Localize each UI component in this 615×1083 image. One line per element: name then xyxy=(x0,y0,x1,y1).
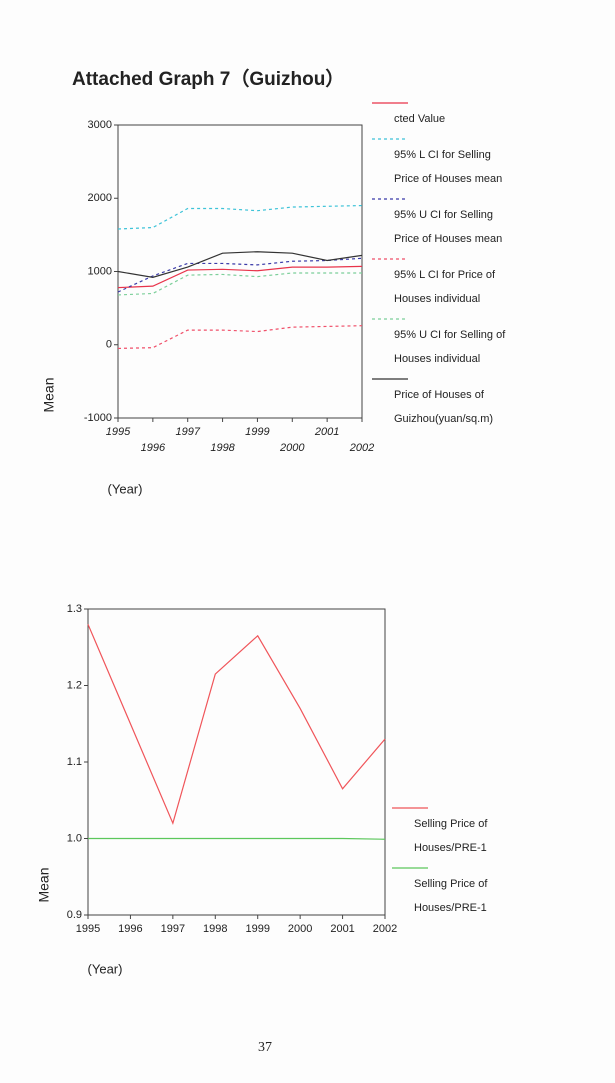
x-tick-label: 1999 xyxy=(245,923,269,935)
x-tick-label: 2001 xyxy=(314,426,339,438)
y-tick-label: 0 xyxy=(106,339,112,351)
x-tick-label: 1995 xyxy=(76,923,100,935)
page-number: 37 xyxy=(258,1040,272,1055)
legend-label: 95% L CI for Selling Price of Houses mea… xyxy=(394,149,503,185)
legend-label: 95% U CI for Selling Price of Houses mea… xyxy=(394,209,503,245)
legend-swatch xyxy=(372,318,408,320)
y-tick-label: 2000 xyxy=(88,192,112,204)
x-tick-label: 2000 xyxy=(288,923,312,935)
legend-item: Price of Houses of Guizhou(yuan/sq.m) xyxy=(372,375,507,431)
series-line xyxy=(88,837,386,840)
y-tick-label: -1000 xyxy=(84,412,112,424)
x-tick-label: 2001 xyxy=(330,923,354,935)
y-tick-label: 3000 xyxy=(88,119,112,131)
y-tick-label: 1.0 xyxy=(67,832,82,844)
series-line xyxy=(117,251,363,278)
legend-label: Selling Price of Houses/PRE-1 xyxy=(414,818,488,854)
series-line xyxy=(117,204,363,230)
legend-label: Selling Price of Houses/PRE-1 xyxy=(414,878,488,914)
x-tick-label: 1997 xyxy=(175,426,200,438)
legend-label: 95% L CI for Price of Houses individual xyxy=(394,269,496,305)
y-axis-label: Mean xyxy=(41,377,57,412)
series-line xyxy=(87,624,386,825)
x-tick-label: 1998 xyxy=(203,923,227,935)
series-line xyxy=(117,265,363,289)
x-axis-label: (Year) xyxy=(108,481,143,496)
y-tick-label: 1000 xyxy=(88,265,112,277)
legend-swatch xyxy=(372,258,408,260)
legend-swatch xyxy=(372,138,408,140)
x-tick-label: 1996 xyxy=(141,442,166,454)
legend-label: Price of Houses of Guizhou(yuan/sq.m) xyxy=(394,389,494,425)
y-tick-label: 1.2 xyxy=(67,679,82,691)
series-line xyxy=(117,257,363,293)
legend: Selling Price of Houses/PRE-1 Selling Pri… xyxy=(392,800,527,920)
x-tick-label: 1998 xyxy=(210,442,235,454)
x-tick-label: 1996 xyxy=(118,923,142,935)
legend-item: Selling Price of Houses/PRE-1 xyxy=(392,864,527,920)
page-title: Attached Graph 7（Guizhou） xyxy=(72,67,344,90)
legend-swatch xyxy=(372,198,408,200)
x-tick-label: 2000 xyxy=(279,442,305,454)
x-tick-label: 1999 xyxy=(245,426,269,438)
x-axis-label: (Year) xyxy=(88,961,123,976)
series-line xyxy=(117,325,363,350)
legend-item: 95% U CI for Selling Price of Houses mea… xyxy=(372,195,507,251)
y-axis-label: Mean xyxy=(36,867,52,902)
x-tick-label: 2002 xyxy=(349,442,374,454)
legend-item: 95% L CI for Selling Price of Houses mea… xyxy=(372,135,507,191)
x-tick-label: 1997 xyxy=(161,923,185,935)
legend-swatch xyxy=(372,102,408,104)
legend-swatch xyxy=(372,378,408,380)
legend-label: 95% U CI for Selling of Houses individua… xyxy=(394,329,506,365)
series-line xyxy=(117,272,362,296)
x-tick-label: 1995 xyxy=(106,426,131,438)
legend-item: 95% U CI for Selling of Houses individua… xyxy=(372,315,507,371)
plot-frame xyxy=(117,124,363,419)
y-tick-label: 1.1 xyxy=(67,756,82,768)
legend-label: cted Value xyxy=(394,113,446,125)
legend-swatch xyxy=(392,867,428,869)
legend-swatch xyxy=(392,807,428,809)
y-tick-label: 0.9 xyxy=(67,909,82,921)
legend-item: 95% L CI for Price of Houses individual xyxy=(372,255,507,311)
y-tick-label: 1.3 xyxy=(67,603,82,615)
legend: cted Value 95% L CI for Selling Price of … xyxy=(372,95,507,431)
legend-item: Selling Price of Houses/PRE-1 xyxy=(392,804,527,860)
legend-item: cted Value xyxy=(372,99,507,131)
x-tick-label: 2002 xyxy=(373,923,397,935)
